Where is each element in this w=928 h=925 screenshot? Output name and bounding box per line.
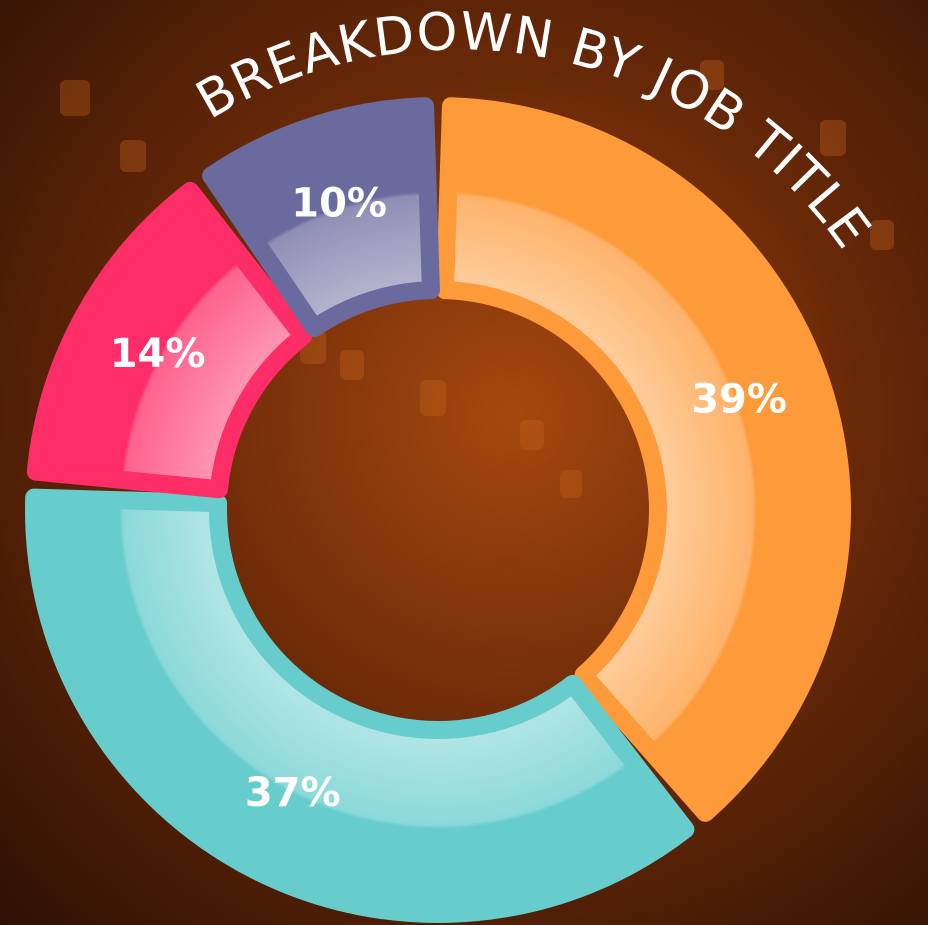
value-label: 37% — [245, 770, 341, 816]
value-label: 10% — [291, 181, 387, 227]
page: BREAKDOWN BY JOB TITLE 39%37%14%10% (() … — [0, 0, 928, 925]
value-label: 39% — [691, 377, 787, 423]
chart: BREAKDOWN BY JOB TITLE 39%37%14%10% — [0, 0, 928, 925]
value-label: 14% — [110, 331, 206, 377]
